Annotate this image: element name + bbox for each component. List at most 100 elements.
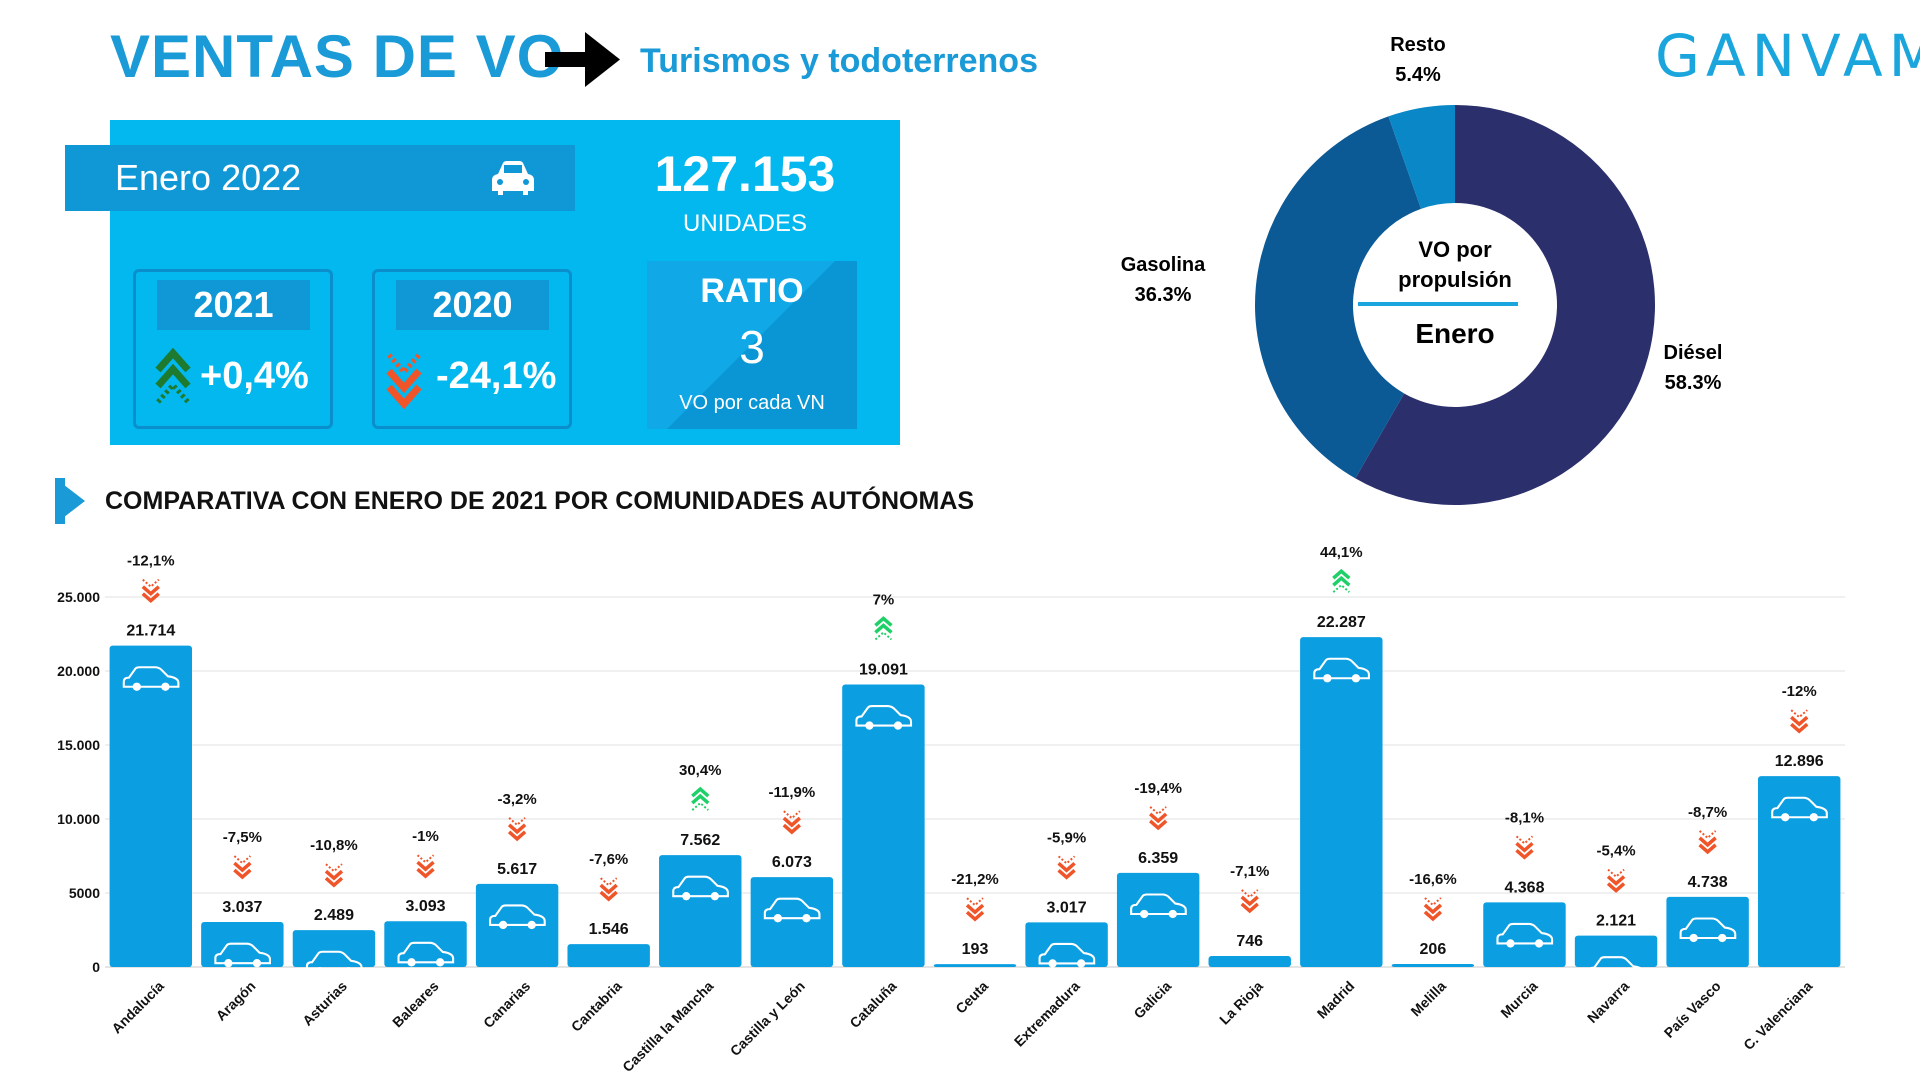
car-icon <box>1313 657 1370 683</box>
change-label: -7,1% <box>1230 863 1269 880</box>
change-label: -10,8% <box>310 837 358 854</box>
chevrons-down-icon <box>507 817 527 842</box>
data-label: 746 <box>1236 933 1263 950</box>
section-title: COMPARATIVA CON ENERO DE 2021 POR COMUNI… <box>105 487 975 515</box>
pie-slice-gasolina <box>1255 116 1422 479</box>
car-icon <box>492 161 534 195</box>
x-tick-label: Aragón <box>213 978 259 1024</box>
data-label: 7.562 <box>680 832 720 849</box>
x-tick-label: Ceuta <box>952 978 991 1017</box>
ratio-box <box>647 261 857 429</box>
x-tick-label: Castilla y León <box>727 978 808 1059</box>
data-label: 5.617 <box>497 861 537 878</box>
bar <box>1758 776 1841 967</box>
donut-center-title-line2: propulsión <box>1398 267 1512 292</box>
change-label: -19,4% <box>1134 780 1182 797</box>
x-tick-label: Madrid <box>1314 978 1358 1022</box>
car-icon <box>122 666 180 691</box>
car-icon <box>763 897 821 923</box>
bar <box>1300 637 1383 967</box>
data-label: 206 <box>1420 941 1447 958</box>
data-label: 3.037 <box>222 899 262 916</box>
change-label: -8,7% <box>1688 804 1727 821</box>
bar <box>1208 955 1291 967</box>
car-icon <box>855 705 913 730</box>
pie-label-diesel: Diésel 58.3% <box>1648 338 1738 398</box>
x-tick-label: Baleares <box>389 978 442 1031</box>
car-icon <box>1588 956 1645 981</box>
bar <box>659 855 742 967</box>
bar <box>1391 963 1475 967</box>
car-icon <box>214 942 272 968</box>
pie-label-gasolina-name: Gasolina <box>1120 254 1206 276</box>
regional-sales-bar-chart: 0 5000 10.000 15.000 20.000 25.000 21.714 -12,1… <box>57 544 1845 1075</box>
chevrons-down-icon <box>1240 889 1259 914</box>
chevrons-down-icon <box>965 897 985 922</box>
x-tick-label: Andalucía <box>108 978 167 1037</box>
bar <box>567 944 650 967</box>
x-tick-label: Extremadura <box>1011 978 1083 1050</box>
data-label: 6.073 <box>772 854 812 871</box>
change-label: -12,1% <box>127 553 175 570</box>
data-label: 21.714 <box>126 623 175 640</box>
car-icon <box>1038 942 1096 968</box>
page-subtitle: Turismos y todoterrenos <box>640 42 1038 80</box>
chevrons-up-icon <box>691 786 710 811</box>
x-tick-label: Castilla la Mancha <box>619 978 716 1075</box>
chevrons-down-icon <box>324 863 344 888</box>
pie-slice-diésel <box>1355 105 1655 505</box>
x-tick-label: Melilla <box>1407 978 1449 1020</box>
chevrons-down-icon <box>1057 855 1076 880</box>
comparison-change-2021: +0,4% <box>200 355 309 397</box>
pie-label-diesel-value: 58.3% <box>1664 372 1722 394</box>
ganvam-logo: GANVAM <box>1655 22 1920 90</box>
change-label: -16,6% <box>1409 871 1457 888</box>
chevrons-up-icon <box>1332 568 1351 593</box>
bar <box>842 684 925 967</box>
change-label: 30,4% <box>679 762 722 779</box>
bar <box>292 930 376 967</box>
ratio-label: VO por cada VN <box>679 392 825 414</box>
data-label: 4.738 <box>1688 874 1728 891</box>
chevrons-down-icon <box>141 578 160 603</box>
y-tick-label: 20.000 <box>57 663 100 679</box>
chevrons-down-icon <box>1149 806 1168 831</box>
comparison-box-2021 <box>133 269 333 429</box>
x-tick-label: Cataluña <box>846 978 899 1031</box>
bar <box>933 964 1017 967</box>
x-tick-label: Cantabria <box>568 978 625 1035</box>
data-label: 3.093 <box>406 898 446 915</box>
pie-label-resto-name: Resto <box>1390 34 1446 56</box>
y-tick-label: 0 <box>92 959 100 975</box>
car-icon <box>489 904 546 930</box>
data-label: 22.287 <box>1317 614 1366 631</box>
data-label: 1.546 <box>589 921 629 938</box>
chevrons-down-icon <box>1423 897 1443 922</box>
pie-label-gasolina-value: 36.3% <box>1134 284 1192 306</box>
x-tick-label: La Rioja <box>1216 978 1266 1028</box>
section-marker-icon <box>55 478 85 524</box>
chevrons-down-icon <box>416 854 435 879</box>
comparison-year-2021: 2021 <box>157 280 310 330</box>
page-title: VENTAS DE VO <box>110 23 565 90</box>
x-tick-label: Asturias <box>299 978 350 1029</box>
change-label: 7% <box>873 591 895 608</box>
data-label: 193 <box>962 941 989 958</box>
units-label: UNIDADES <box>682 210 808 237</box>
change-label: -11,9% <box>768 784 815 801</box>
donut-center-divider <box>1358 302 1518 306</box>
change-label: -3,2% <box>498 791 537 808</box>
bar <box>1483 902 1566 967</box>
data-label: 19.091 <box>859 661 908 678</box>
chevrons-down-icon <box>782 810 801 835</box>
bar <box>384 921 467 967</box>
car-icon <box>1130 893 1187 919</box>
x-tick-label: Galicia <box>1130 978 1174 1022</box>
comparison-change-2020: -24,1% <box>436 355 557 397</box>
pie-label-resto: Resto 5.4% <box>1378 30 1458 90</box>
change-label: -8,1% <box>1505 809 1544 826</box>
data-label: 2.121 <box>1596 913 1636 930</box>
car-icon <box>1679 917 1737 943</box>
ratio-value: 3 <box>739 321 765 373</box>
chevrons-down-icon <box>599 877 618 902</box>
